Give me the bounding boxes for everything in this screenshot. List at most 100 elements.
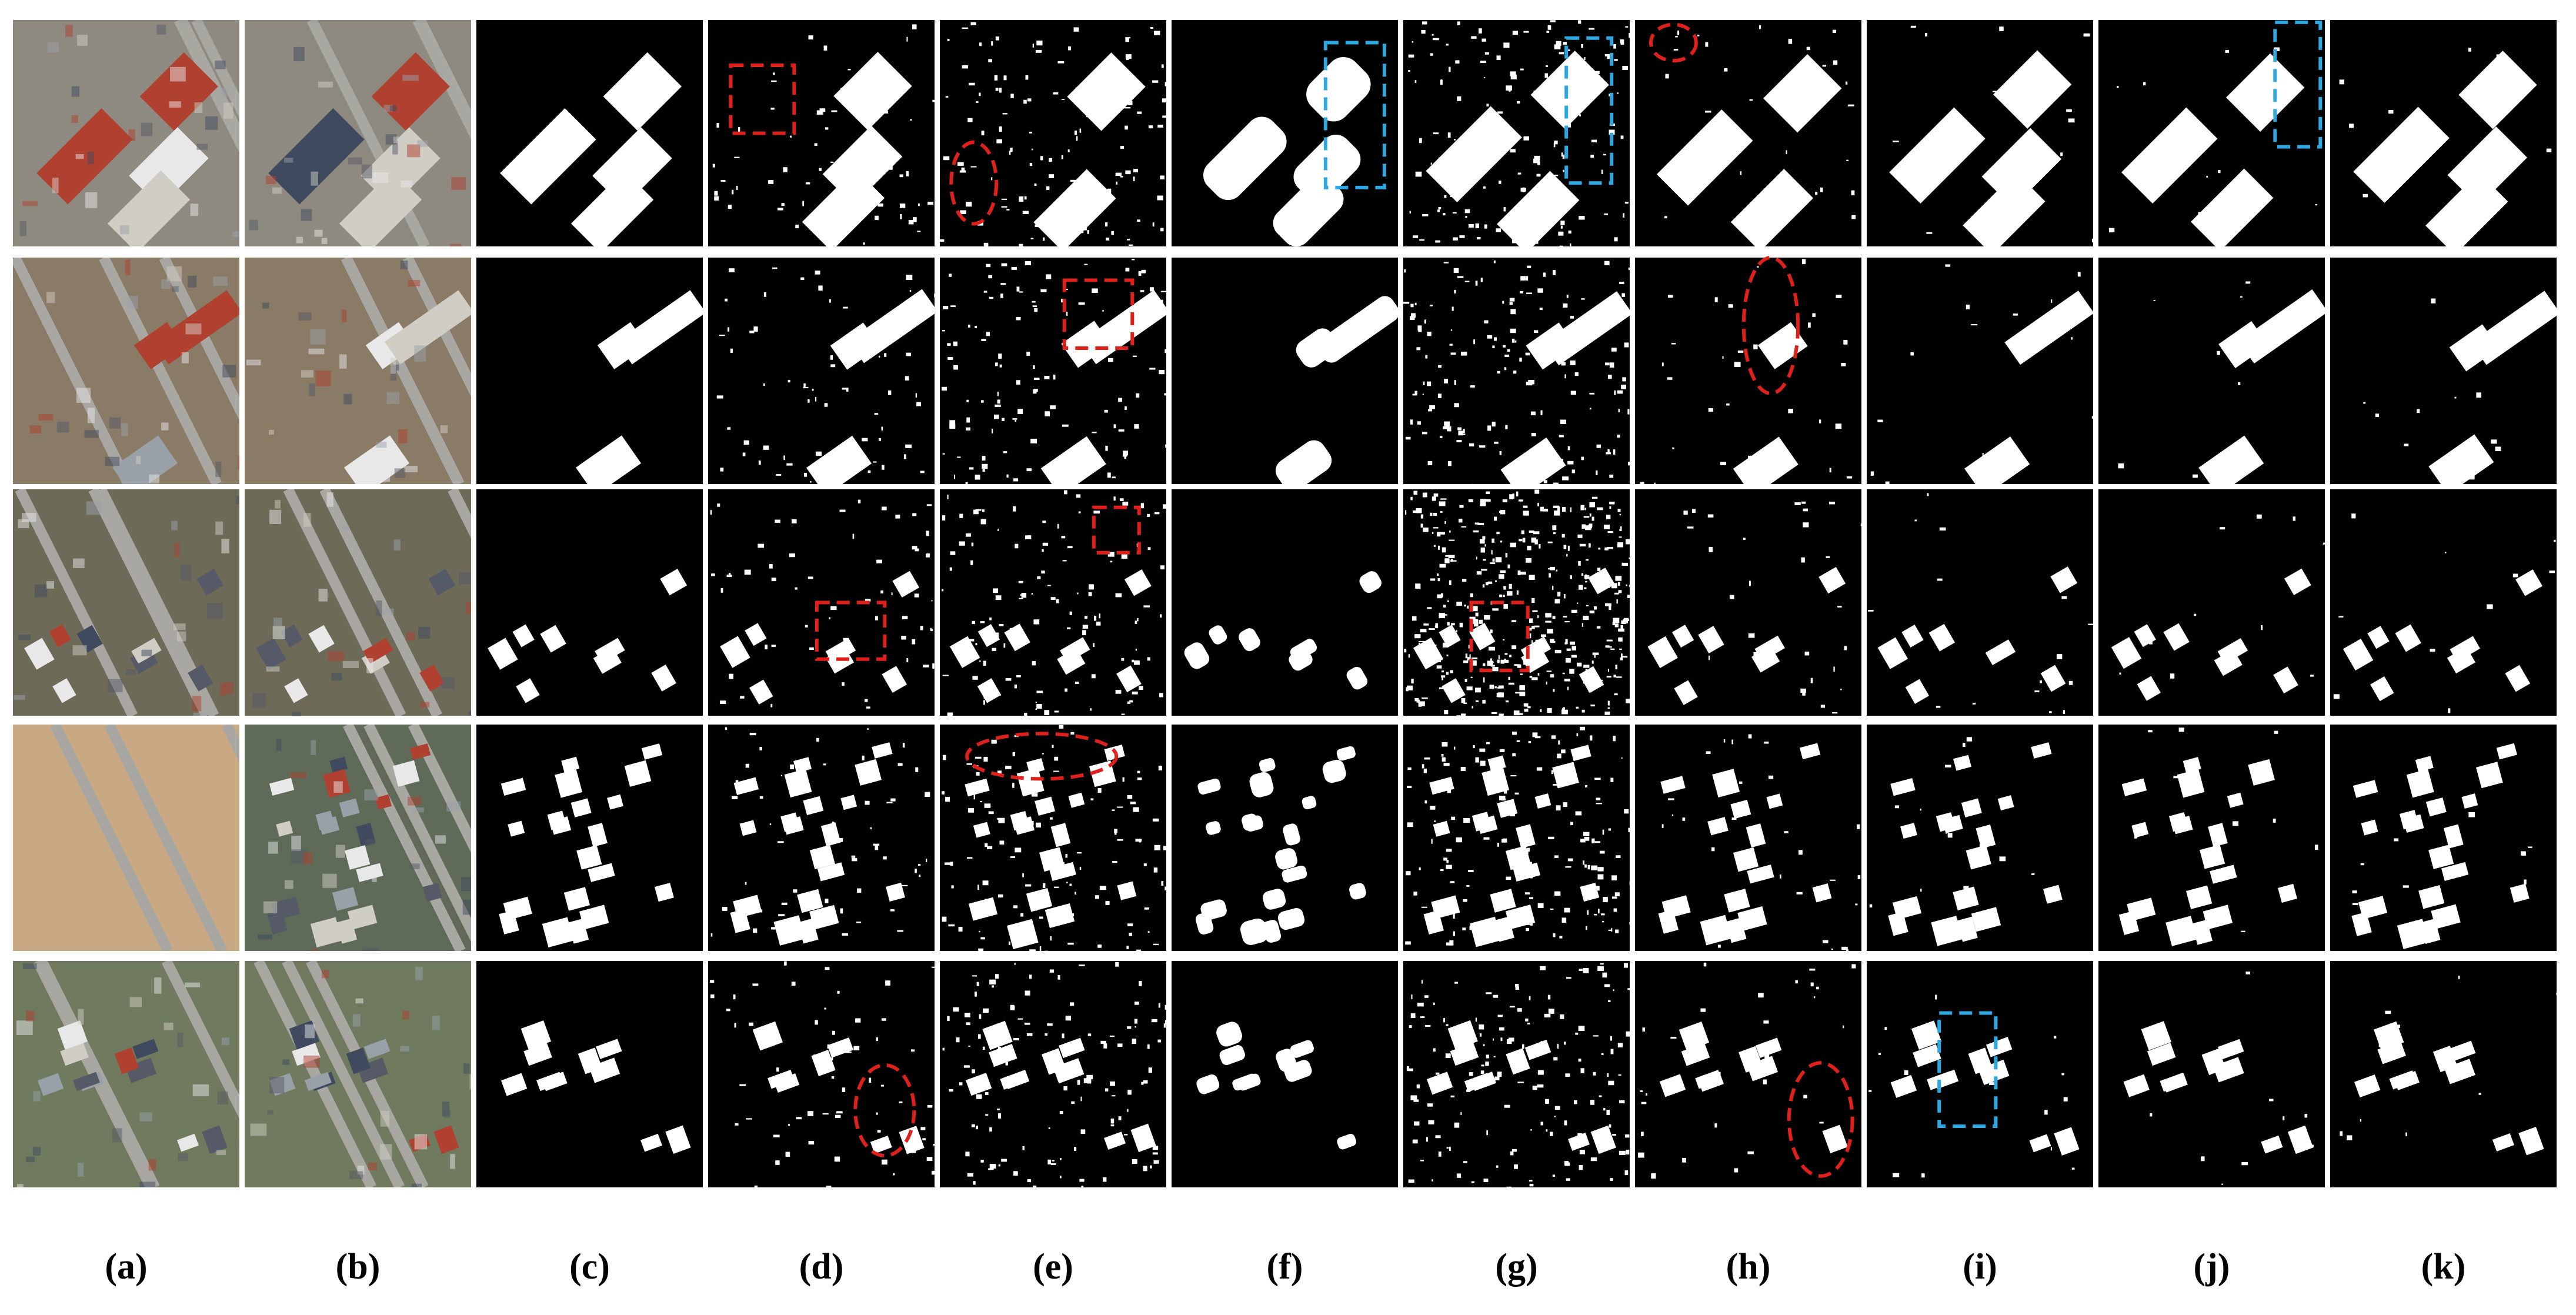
noise-speck (2310, 675, 2314, 677)
noise-speck (1019, 243, 1023, 246)
noise-speck (1803, 1094, 1807, 1099)
mask-bg (940, 961, 1166, 1187)
noise-speck (1422, 213, 1429, 216)
road (88, 489, 212, 716)
noise-speck (1468, 499, 1473, 503)
noise-speck (1497, 111, 1503, 114)
noise-speck (1047, 892, 1050, 895)
noise-speck (966, 763, 972, 765)
building-mask (2395, 624, 2421, 652)
noise-speck (1545, 613, 1551, 618)
noise-speck (1005, 766, 1012, 769)
noise-speck (1127, 1109, 1129, 1112)
image-panel (940, 725, 1166, 951)
noise-speck (1557, 753, 1561, 759)
noise-speck (1512, 753, 1516, 757)
texture (38, 413, 54, 421)
noise-speck (1438, 545, 1440, 550)
noise-speck (1877, 419, 1883, 423)
image-panel (245, 20, 471, 246)
texture (22, 963, 37, 969)
building-mask (2131, 822, 2149, 838)
noise-speck (1554, 891, 1561, 896)
building-mask (2399, 810, 2419, 830)
noise-speck (1788, 409, 1793, 413)
roof (392, 760, 420, 787)
noise-speck (763, 383, 765, 386)
noise-speck (1486, 742, 1490, 745)
noise-speck (753, 928, 758, 933)
noise-speck (1585, 525, 1591, 530)
noise-speck (906, 36, 908, 42)
noise-speck (1677, 30, 1680, 35)
building-mask (555, 769, 583, 798)
building-mask (733, 777, 759, 795)
texture (87, 408, 95, 423)
noise-speck (1503, 206, 1506, 212)
noise-speck (976, 101, 979, 103)
texture (217, 1091, 228, 1104)
building-mask (1346, 666, 1368, 690)
noise-speck (1801, 501, 1806, 504)
noise-speck (736, 185, 738, 190)
mask-bg (1403, 258, 1630, 484)
noise-speck (1452, 212, 1457, 214)
noise-speck (1446, 859, 1449, 863)
noise-speck (1139, 980, 1142, 986)
noise-speck (1153, 867, 1158, 873)
noise-speck (793, 889, 798, 893)
noise-speck (1420, 514, 1424, 519)
noise-speck (1476, 236, 1481, 240)
noise-speck (1611, 896, 1617, 899)
building-mask (1822, 1124, 1848, 1154)
noise-speck (1510, 71, 1516, 76)
noise-speck (1537, 615, 1539, 618)
noise-speck (1583, 967, 1589, 973)
mask-bg (1867, 961, 2093, 1187)
noise-speck (1547, 707, 1552, 713)
building-mask (1206, 821, 1221, 835)
texture (311, 949, 318, 951)
noise-speck (1455, 60, 1460, 64)
noise-speck (2060, 152, 2063, 156)
noise-speck (2315, 204, 2318, 206)
building-mask (1961, 798, 1982, 817)
building-mask (1337, 1133, 1357, 1150)
texture (169, 101, 181, 108)
noise-speck (2468, 812, 2475, 817)
noise-speck (1553, 1057, 1558, 1061)
noise-speck (1046, 186, 1050, 191)
noise-speck (1061, 536, 1066, 539)
texture (380, 1144, 392, 1160)
noise-speck (1002, 113, 1007, 115)
building-mask (1936, 812, 1956, 832)
noise-speck (1682, 1157, 1686, 1163)
noise-speck (1006, 1037, 1011, 1039)
noise-speck (1589, 392, 1595, 395)
noise-speck (972, 620, 976, 625)
noise-speck (1590, 735, 1593, 741)
noise-speck (1447, 461, 1451, 466)
noise-speck (1418, 329, 1422, 332)
noise-speck (1491, 550, 1493, 555)
noise-speck (1110, 560, 1113, 563)
noise-speck (1134, 620, 1137, 624)
noise-speck (1074, 1147, 1077, 1151)
noise-speck (1133, 169, 1139, 173)
noise-speck (786, 463, 793, 466)
building-mask (1730, 169, 1814, 246)
texture (310, 329, 326, 345)
noise-speck (1624, 809, 1629, 814)
building-mask (780, 812, 800, 832)
noise-speck (1067, 942, 1074, 945)
noise-speck (2546, 148, 2552, 153)
image-panel (476, 258, 703, 484)
noise-speck (2170, 673, 2175, 679)
noise-speck (1563, 303, 1568, 308)
noise-speck (1150, 26, 1153, 29)
noise-speck (1016, 286, 1020, 292)
texture (72, 645, 87, 656)
building-mask (2123, 1074, 2150, 1097)
noise-speck (890, 798, 896, 802)
noise-speck (1846, 159, 1849, 161)
